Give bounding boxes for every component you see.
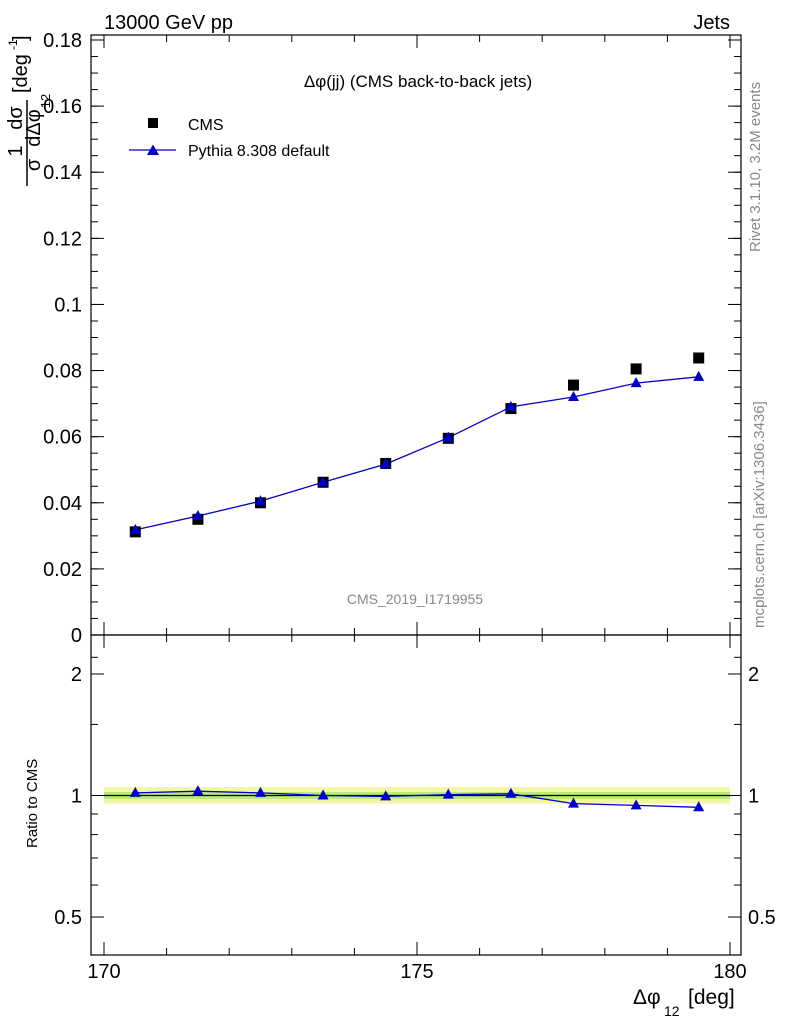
y-label-dsigma: dσ [5, 106, 27, 130]
analysis-watermark: CMS_2019_I1719955 [347, 591, 483, 607]
x-label-main: Δφ [633, 986, 661, 1009]
ratio-pythia-point [505, 787, 517, 798]
x-tick-label: 180 [713, 961, 746, 983]
ratio-pythia-point [630, 799, 642, 810]
legend-marker-pythia [147, 144, 159, 155]
pythia-point [568, 391, 579, 401]
main-y-tick-label: 0.08 [43, 361, 82, 383]
y-axis-label: 1 dσ σ dΔφ 12 [deg -1 ] [5, 35, 53, 186]
x-label-unit: [deg] [688, 986, 735, 1009]
main-y-tick-label: 0.1 [54, 294, 82, 316]
pythia-point [630, 377, 642, 388]
pythia-point [442, 431, 454, 442]
ratio-y-tick-label-right: 2 [748, 664, 759, 686]
ratio-pythia-point [192, 785, 204, 796]
ratio-y-label: Ratio to CMS [24, 759, 41, 848]
legend-marker-cms [148, 118, 158, 128]
x-label-sub: 12 [664, 1003, 680, 1019]
legend-label-pythia: Pythia 8.308 default [188, 143, 330, 160]
main-y-tick-label: 0 [71, 625, 82, 647]
ratio-y-tick-label: 2 [71, 664, 82, 686]
ratio-y-tick-label-right: 1 [748, 786, 759, 808]
ratio-pythia-point [442, 788, 454, 799]
mcplots-label: mcplots.cern.ch [arXiv:1306.3436] [751, 401, 768, 628]
ratio-pythia-point [380, 790, 392, 801]
main-y-tick-label: 0.16 [43, 96, 82, 118]
pythia-point [505, 400, 517, 411]
cms-data-point [693, 352, 705, 364]
pythia-point [380, 458, 392, 469]
main-y-tick-label: 0.18 [43, 30, 82, 52]
ratio-pythia-point [255, 786, 266, 797]
ratio-panel: 170 175 180 0.5 0.5 1 1 2 2 [54, 634, 776, 983]
legend-label-cms: CMS [188, 117, 224, 134]
ratio-pythia-line [135, 790, 699, 808]
pythia-point [192, 510, 204, 520]
ratio-pythia-point [129, 786, 141, 797]
main-panel: 0 0.02 0.04 0.06 0.08 0.1 0.12 0.14 0.16 0.18 [43, 30, 742, 647]
legend: CMS Pythia 8.308 default [129, 117, 330, 160]
plot-title: Δφ(jj) (CMS back-to-back jets) [304, 72, 532, 91]
cms-data-point [568, 379, 579, 391]
cms-data-point [630, 363, 642, 375]
pythia-line [135, 376, 699, 531]
y-label-sub: 12 [38, 94, 53, 108]
main-y-tick-label: 0.02 [43, 559, 82, 581]
header-right: Jets [693, 12, 730, 34]
y-label-unit-pre: [deg [10, 54, 32, 93]
ratio-pythia-point [693, 801, 705, 812]
main-y-tick-label: 0.12 [43, 228, 82, 250]
ratio-y-tick-label: 1 [71, 786, 82, 808]
ratio-pythia-point [317, 789, 329, 800]
pythia-point [129, 523, 141, 534]
pythia-point [255, 495, 266, 506]
x-axis-label: Δφ 12 [deg] [633, 986, 735, 1019]
y-label-ddphi: dΔφ [23, 109, 45, 146]
x-tick-label: 175 [400, 961, 433, 983]
y-label-frac: 1 [5, 145, 27, 156]
main-y-tick-label: 0.14 [43, 162, 82, 184]
ratio-y-tick-label: 0.5 [54, 907, 82, 929]
y-label-unit-post: ] [10, 35, 32, 41]
main-y-tick-label: 0.06 [43, 427, 82, 449]
ratio-pythia-point [568, 797, 579, 808]
y-label-unit-sup: -1 [6, 39, 20, 50]
y-label-sigma: σ [23, 158, 45, 171]
pythia-point [317, 476, 329, 487]
ratio-y-tick-label-right: 0.5 [748, 907, 776, 929]
main-y-tick-label: 0.04 [43, 493, 82, 515]
rivet-label: Rivet 3.1.10, 3.2M events [747, 82, 764, 252]
x-tick-label: 170 [87, 961, 120, 983]
pythia-point [693, 370, 705, 381]
header-left: 13000 GeV pp [104, 12, 233, 34]
